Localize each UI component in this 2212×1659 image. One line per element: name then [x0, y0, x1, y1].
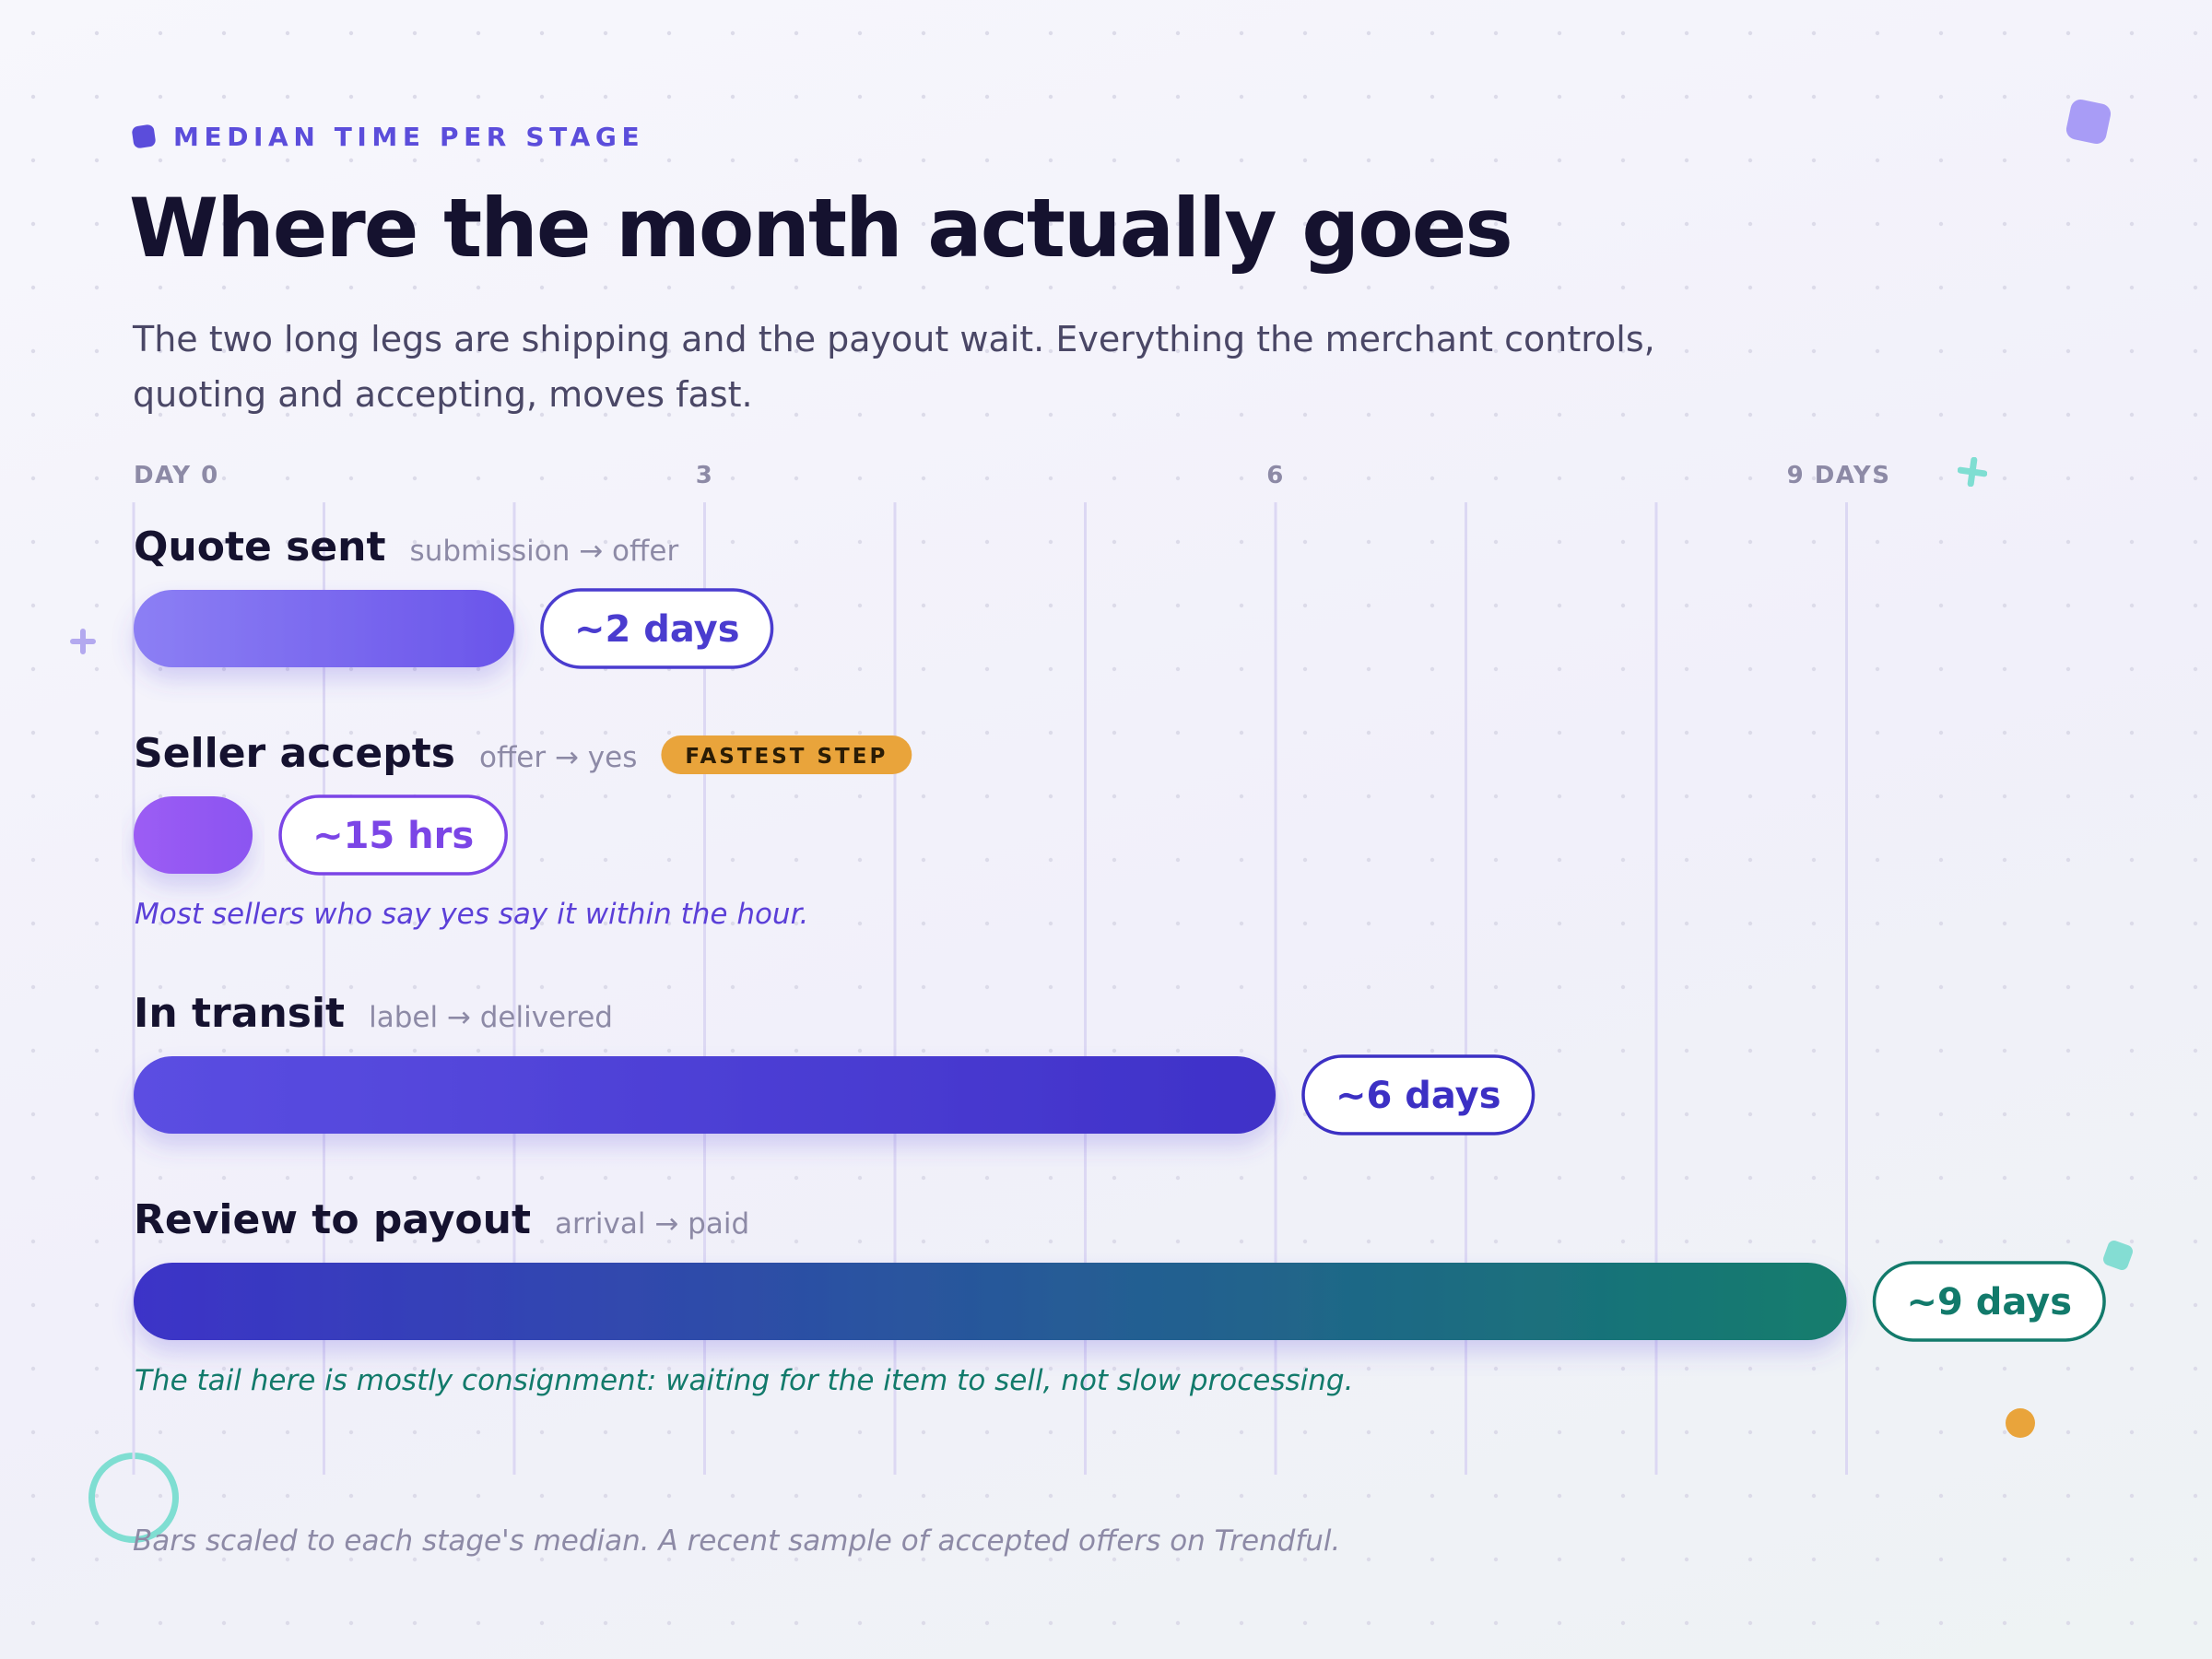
stage-bar — [134, 1263, 1847, 1340]
stage-name: Seller accepts — [134, 730, 455, 777]
stage-name: Review to payout — [134, 1196, 531, 1243]
stage-range: submission → offer — [410, 535, 679, 568]
page-title: Where the month actually goes — [129, 181, 1513, 276]
stage-row: Seller accepts offer → yes FASTEST STEP ~15… — [134, 730, 912, 931]
axis-tick-label: DAY 0 — [134, 462, 219, 489]
page-subtitle: The two long legs are shipping and the p… — [133, 319, 1655, 415]
chart-footnote: Bars scaled to each stage's median. A re… — [133, 1524, 1341, 1558]
stage-badge-label: FASTEST STEP — [685, 745, 888, 769]
stage-range: offer → yes — [479, 741, 637, 774]
stage-range: arrival → paid — [555, 1207, 749, 1241]
axis-tick-label: 6 — [1266, 462, 1285, 489]
stage-value-pill — [278, 794, 508, 876]
stage-value-pill — [1301, 1054, 1535, 1135]
stage-badge — [661, 735, 912, 774]
stage-value-label: ~9 days — [1907, 1281, 2073, 1324]
stage-value-pill — [540, 588, 774, 669]
purple-plus-decoration — [70, 629, 96, 654]
stage-range: label → delivered — [369, 1001, 613, 1034]
axis-tick-label: 9 DAYS — [1787, 462, 1891, 489]
stage-value-label: ~2 days — [574, 608, 740, 651]
axis-ticks: DAY 0 3 6 9 DAYS — [134, 462, 1891, 489]
stage-bar — [134, 590, 514, 667]
eyebrow: MEDIAN TIME PER STAGE — [131, 120, 645, 153]
stage-bar — [134, 1056, 1276, 1134]
stage-name: In transit — [134, 990, 345, 1037]
axis-tick-label: 3 — [696, 462, 714, 489]
orange-dot-decoration — [2006, 1408, 2035, 1438]
eyebrow-text: MEDIAN TIME PER STAGE — [173, 121, 645, 152]
stage-value-pill — [1872, 1261, 2106, 1342]
stage-note: The tail here is mostly consignment: wai… — [135, 1364, 1353, 1397]
teal-plus-decoration — [1958, 457, 1987, 487]
stage-row: Quote sent submission → offer ~2 days — [134, 524, 774, 669]
stage-note: Most sellers who say yes say it within t… — [135, 898, 808, 931]
stage-value-label: ~15 hrs — [312, 815, 474, 857]
stage-name: Quote sent — [134, 524, 386, 571]
stage-bar — [134, 796, 253, 874]
stage-row: Review to payout arrival → paid ~9 days The… — [134, 1196, 2106, 1397]
stage-value-label: ~6 days — [1335, 1075, 1501, 1117]
stage-row: In transit label → delivered ~6 days — [134, 990, 1535, 1135]
